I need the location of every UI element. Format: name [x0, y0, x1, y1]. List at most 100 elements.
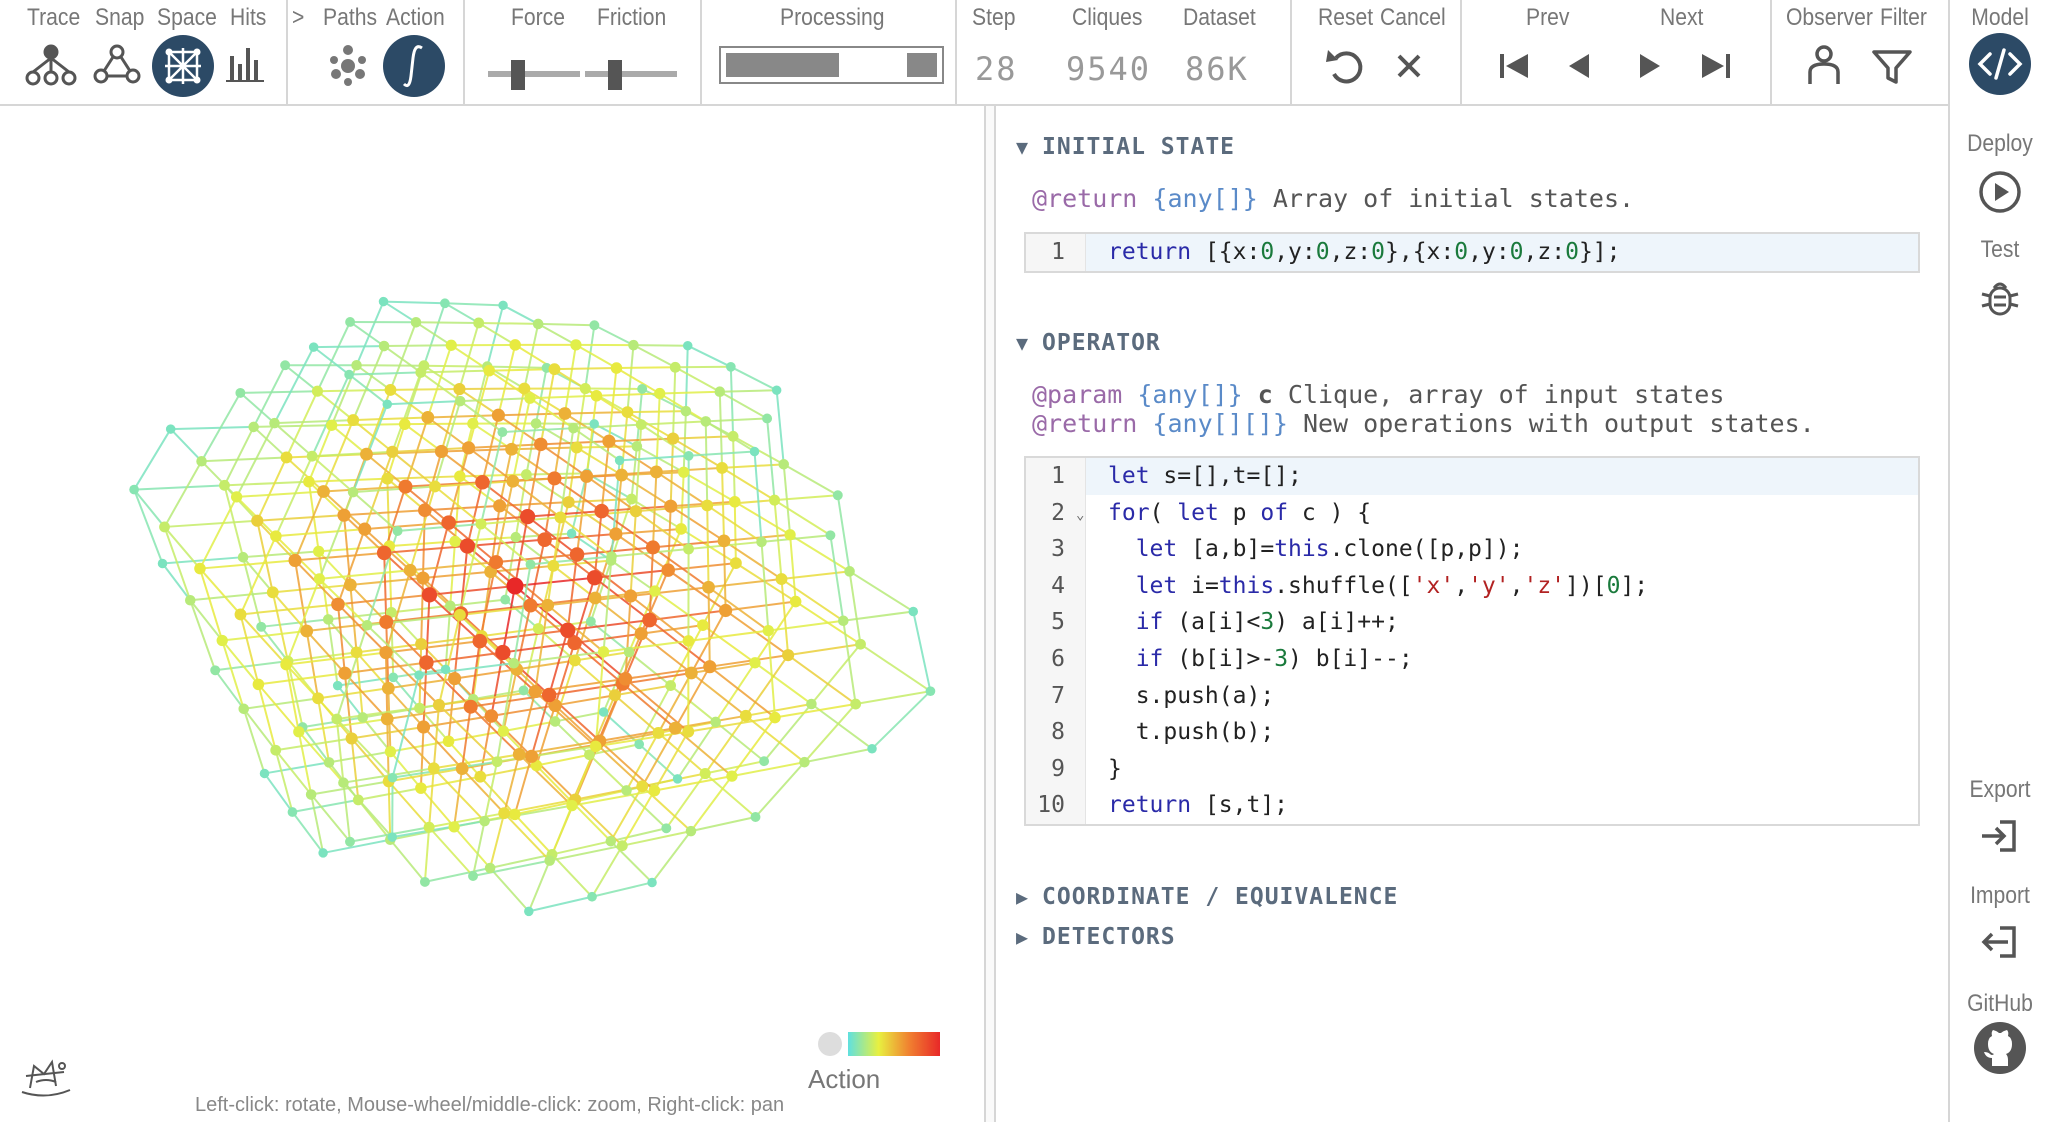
lattice-node[interactable] — [446, 340, 457, 351]
lattice-node[interactable] — [312, 386, 323, 397]
lattice-node[interactable] — [158, 559, 168, 569]
lattice-node[interactable] — [534, 438, 548, 452]
lattice-node[interactable] — [474, 771, 486, 783]
lattice-node[interactable] — [331, 598, 345, 612]
lattice-node[interactable] — [344, 579, 357, 592]
force-slider-thumb[interactable] — [511, 60, 525, 90]
lattice-node[interactable] — [683, 635, 695, 647]
lattice-node[interactable] — [587, 570, 602, 585]
lattice-node[interactable] — [710, 717, 721, 728]
lattice-node[interactable] — [346, 732, 358, 744]
lattice-node[interactable] — [467, 418, 478, 429]
lattice-node[interactable] — [270, 530, 282, 542]
lattice-node[interactable] — [505, 443, 518, 456]
lattice-node[interactable] — [776, 573, 788, 585]
lattice-node[interactable] — [344, 370, 354, 380]
lattice-node[interactable] — [628, 340, 639, 351]
lattice-node[interactable] — [542, 688, 557, 703]
lattice-node[interactable] — [555, 511, 567, 523]
lattice-node[interactable] — [306, 789, 317, 800]
lattice-node[interactable] — [702, 581, 715, 594]
lattice-node[interactable] — [445, 600, 456, 611]
lattice-node[interactable] — [317, 485, 330, 498]
filter-button[interactable] — [1862, 36, 1922, 96]
lattice-node[interactable] — [460, 538, 475, 553]
lattice-node[interactable] — [333, 681, 343, 691]
lattice-node[interactable] — [399, 418, 411, 430]
lattice-node[interactable] — [624, 589, 637, 602]
import-button[interactable] — [1970, 912, 2030, 972]
lattice-node[interactable] — [570, 339, 581, 350]
lattice-node[interactable] — [769, 712, 781, 724]
lattice-node[interactable] — [453, 383, 465, 395]
lattice-node[interactable] — [647, 878, 657, 888]
lattice-node[interactable] — [492, 409, 505, 422]
lattice-node[interactable] — [498, 301, 508, 311]
lattice-node[interactable] — [784, 529, 795, 540]
lattice-node[interactable] — [300, 625, 313, 638]
lattice-node[interactable] — [683, 341, 693, 351]
lattice-node[interactable] — [560, 623, 575, 638]
first-button[interactable] — [1484, 36, 1544, 96]
lattice-node[interactable] — [428, 762, 440, 774]
lattice-node[interactable] — [362, 620, 373, 631]
lattice-node[interactable] — [833, 490, 843, 500]
lattice-node[interactable] — [251, 515, 263, 527]
lattice-node[interactable] — [379, 646, 392, 659]
lattice-node[interactable] — [718, 534, 731, 547]
lattice-node[interactable] — [507, 578, 524, 595]
lattice-node[interactable] — [541, 599, 554, 612]
lattice-node[interactable] — [654, 388, 665, 399]
lattice-node[interactable] — [756, 537, 767, 548]
detectors-header[interactable]: ▶DETECTORS — [1016, 924, 1176, 950]
lattice-node[interactable] — [309, 342, 319, 352]
lattice-node[interactable] — [759, 756, 769, 766]
lattice-node[interactable] — [624, 647, 635, 658]
deploy-button[interactable] — [1970, 162, 2030, 222]
lattice-node[interactable] — [420, 877, 430, 887]
lattice-node[interactable] — [524, 907, 534, 917]
lattice-node[interactable] — [726, 771, 737, 782]
lattice-node[interactable] — [799, 757, 810, 768]
lattice-node[interactable] — [526, 559, 536, 569]
lattice-node[interactable] — [626, 494, 637, 505]
reset-button[interactable] — [1316, 36, 1376, 96]
lattice-node[interactable] — [441, 515, 456, 530]
lattice-node[interactable] — [256, 622, 266, 632]
lattice-node[interactable] — [513, 748, 526, 761]
lattice-node[interactable] — [589, 419, 599, 429]
trace-button[interactable] — [21, 36, 81, 96]
lattice-node[interactable] — [606, 551, 617, 562]
lattice-node[interactable] — [429, 481, 441, 493]
lattice-node[interactable] — [385, 746, 396, 757]
lattice-node[interactable] — [166, 424, 176, 434]
lattice-node[interactable] — [377, 546, 392, 561]
lattice-node[interactable] — [587, 892, 597, 902]
lattice-node[interactable] — [703, 660, 716, 673]
lattice-node[interactable] — [520, 509, 535, 524]
lattice-node[interactable] — [421, 411, 434, 424]
lattice-node[interactable] — [537, 532, 552, 547]
lattice-node[interactable] — [360, 448, 373, 461]
lattice-node[interactable] — [926, 686, 936, 696]
lattice-node[interactable] — [331, 714, 342, 725]
force-slider[interactable] — [488, 60, 580, 90]
lattice-node[interactable] — [398, 480, 412, 494]
lattice-node[interactable] — [219, 480, 230, 491]
lattice-node[interactable] — [570, 547, 585, 562]
lattice-node[interactable] — [567, 636, 582, 651]
lattice-node[interactable] — [621, 785, 632, 796]
lattice-node[interactable] — [619, 672, 633, 686]
lattice-node[interactable] — [518, 383, 530, 395]
lattice-node[interactable] — [669, 722, 682, 735]
lattice-node[interactable] — [609, 527, 622, 540]
lattice-node[interactable] — [806, 699, 817, 710]
lattice-node[interactable] — [661, 823, 671, 833]
lattice-node[interactable] — [473, 634, 488, 649]
observer-button[interactable] — [1794, 36, 1854, 96]
lattice-node[interactable] — [664, 500, 677, 513]
code-line[interactable]: 4 let i=this.shuffle(['x','y','z'])[0]; — [1026, 568, 1918, 605]
lattice-node[interactable] — [323, 614, 334, 625]
